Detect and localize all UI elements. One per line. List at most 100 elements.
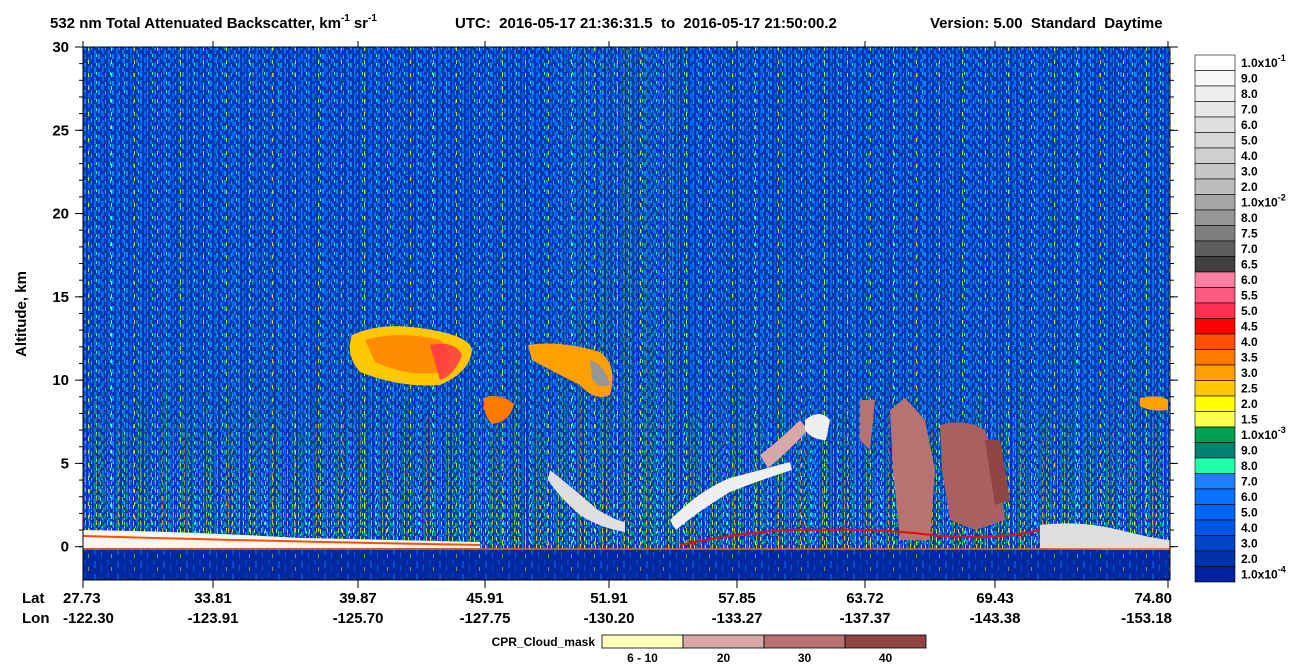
- colorbar-label: 2.5: [1241, 381, 1258, 395]
- cloud-mask-label: 6 - 10: [627, 651, 658, 665]
- colorbar-swatch: [1194, 364, 1236, 381]
- colorbar-swatch: [1194, 302, 1236, 319]
- colorbar-label-text: 7.0: [1241, 102, 1258, 116]
- colorbar-label: 2.0: [1241, 180, 1258, 194]
- colorbar-label: 2.0: [1241, 397, 1258, 411]
- colorbar-label-text: 4.0: [1241, 335, 1258, 349]
- colorbar-label: 8.0: [1241, 459, 1258, 473]
- colorbar-label: 4.0: [1241, 335, 1258, 349]
- title-exponent: -1: [341, 13, 350, 24]
- colorbar-label-text: 5.0: [1241, 304, 1258, 318]
- colorbar-swatch: [1194, 85, 1236, 102]
- colorbar-swatch: [1194, 519, 1236, 536]
- colorbar-label-text: 1.0x10: [1241, 567, 1278, 581]
- lat-label: 39.87: [339, 590, 377, 607]
- lat-label: 57.85: [718, 590, 756, 607]
- colorbar-label: 6.0: [1241, 273, 1258, 287]
- lon-label: -153.18: [1121, 610, 1172, 627]
- colorbar-label-exponent: -3: [1278, 425, 1286, 435]
- lon-label: -143.38: [970, 610, 1021, 627]
- colorbar-swatch: [1194, 178, 1236, 195]
- colorbar-swatch: [1194, 349, 1236, 366]
- colorbar-swatch: [1194, 488, 1236, 505]
- y-axis-label: Altitude, km: [13, 271, 30, 357]
- colorbar-swatch: [1194, 426, 1236, 443]
- colorbar-swatch: [1194, 54, 1236, 71]
- colorbar-label-text: 9.0: [1241, 71, 1258, 85]
- colorbar-label: 9.0: [1241, 443, 1258, 457]
- colorbar-label: 4.0: [1241, 521, 1258, 535]
- lat-label: 27.73: [63, 590, 101, 607]
- colorbar-label-text: 3.0: [1241, 366, 1258, 380]
- colorbar-swatch: [1194, 473, 1236, 490]
- backscatter-image: [83, 47, 1170, 580]
- colorbar-label-text: 8.0: [1241, 459, 1258, 473]
- lon-label: -130.20: [584, 610, 635, 627]
- colorbar-label-text: 5.0: [1241, 505, 1258, 519]
- colorbar-swatch: [1194, 225, 1236, 242]
- colorbar-swatch: [1194, 256, 1236, 273]
- lon-label: -133.27: [712, 610, 763, 627]
- colorbar-label-text: 6.5: [1241, 257, 1258, 271]
- colorbar-swatch: [1194, 318, 1236, 335]
- colorbar-label-text: 6.0: [1241, 273, 1258, 287]
- colorbar-label-text: 5.0: [1241, 133, 1258, 147]
- lon-label: -127.75: [460, 610, 511, 627]
- colorbar-label: 6.0: [1241, 118, 1258, 132]
- colorbar-label-text: 7.5: [1241, 226, 1258, 240]
- colorbar-label-text: 1.0x10: [1241, 195, 1278, 209]
- lat-label: 74.80: [1134, 590, 1172, 607]
- title-unit: sr: [354, 15, 368, 32]
- title-exponent: -1: [368, 13, 377, 24]
- y-tick-label: 0: [61, 539, 69, 556]
- colorbar-label: 5.0: [1241, 133, 1258, 147]
- colorbar-label: 4.5: [1241, 319, 1258, 333]
- lon-label: -123.91: [188, 610, 239, 627]
- colorbar-swatch: [1194, 271, 1236, 288]
- cloud-mask-swatch: [763, 634, 846, 649]
- colorbar-label: 5.0: [1241, 304, 1258, 318]
- y-tick-label: 30: [52, 39, 69, 56]
- cloud-mask-swatch: [682, 634, 765, 649]
- colorbar-label: 1.0x10-4: [1241, 564, 1286, 581]
- colorbar-swatch: [1194, 380, 1236, 397]
- colorbar-label-text: 3.0: [1241, 536, 1258, 550]
- colorbar-label-text: 2.0: [1241, 552, 1258, 566]
- colorbar-label-text: 3.5: [1241, 350, 1258, 364]
- lat-label: 51.91: [590, 590, 628, 607]
- colorbar-label-text: 2.0: [1241, 180, 1258, 194]
- colorbar-label: 3.0: [1241, 164, 1258, 178]
- colorbar-label: 2.0: [1241, 552, 1258, 566]
- colorbar-swatch: [1194, 566, 1236, 583]
- y-tick-label: 5: [61, 455, 69, 472]
- lat-label: 45.91: [466, 590, 504, 607]
- lat-label: 63.72: [846, 590, 884, 607]
- colorbar-swatch: [1194, 504, 1236, 521]
- colorbar-label-exponent: -2: [1278, 192, 1286, 202]
- colorbar-label: 8.0: [1241, 211, 1258, 225]
- lon-label: -122.30: [63, 610, 114, 627]
- colorbar-label-text: 8.0: [1241, 211, 1258, 225]
- x-row-label: Lon: [22, 610, 50, 627]
- cloud-mask-swatch: [601, 634, 684, 649]
- y-tick-label: 20: [52, 206, 69, 223]
- y-tick-label: 10: [52, 372, 69, 389]
- colorbar-swatch: [1194, 287, 1236, 304]
- colorbar-label-text: 1.0x10: [1241, 428, 1278, 442]
- colorbar-label-text: 6.0: [1241, 490, 1258, 504]
- colorbar-swatch: [1194, 101, 1236, 118]
- cloud-mask-title: CPR_Cloud_mask: [492, 635, 596, 649]
- colorbar-label-text: 4.0: [1241, 149, 1258, 163]
- cloud-mask-label: 30: [798, 651, 812, 665]
- colorbar-label: 5.5: [1241, 288, 1258, 302]
- cloud-mask-label: 40: [879, 651, 893, 665]
- colorbar-label: 6.0: [1241, 490, 1258, 504]
- colorbar-label: 7.0: [1241, 102, 1258, 116]
- colorbar-label: 6.5: [1241, 257, 1258, 271]
- colorbar-swatch: [1194, 70, 1236, 87]
- colorbar-label-exponent: -4: [1278, 564, 1286, 574]
- x-row-label: Lat: [22, 590, 45, 607]
- lat-label: 69.43: [976, 590, 1014, 607]
- colorbar-swatch: [1194, 147, 1236, 164]
